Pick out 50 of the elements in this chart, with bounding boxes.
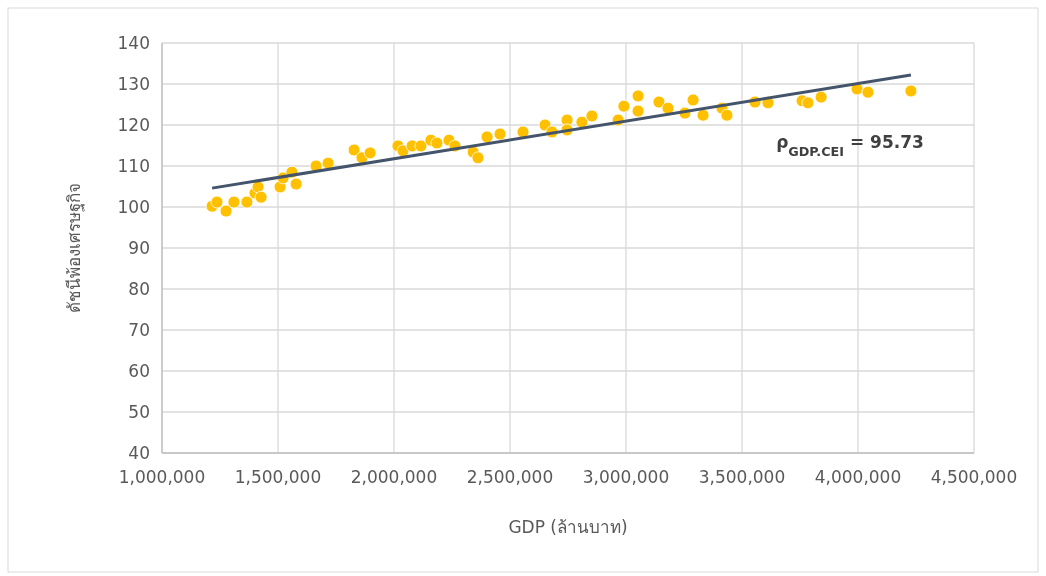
point xyxy=(289,177,303,191)
point xyxy=(414,139,428,153)
point xyxy=(904,84,918,98)
y-tick-label: 110 xyxy=(117,156,150,176)
y-axis-title: ดัชนีพ้องเศรษฐกิจ xyxy=(64,183,85,313)
x-tick-label: 3,000,000 xyxy=(582,467,670,487)
point xyxy=(661,101,675,115)
x-tick-label: 4,000,000 xyxy=(814,467,902,487)
point xyxy=(219,204,233,218)
point xyxy=(430,136,444,150)
y-tick-label: 90 xyxy=(128,238,150,258)
y-tick-label: 60 xyxy=(128,361,150,381)
point xyxy=(321,156,335,170)
y-tick-label: 130 xyxy=(117,74,150,94)
y-tick-label: 140 xyxy=(117,33,150,53)
point xyxy=(240,195,254,209)
point xyxy=(617,99,631,113)
point xyxy=(631,104,645,118)
point xyxy=(696,108,710,122)
point xyxy=(801,96,815,110)
x-axis-title: GDP (ล้านบาท) xyxy=(508,517,628,537)
point xyxy=(210,195,224,209)
y-tick-label: 70 xyxy=(128,320,150,340)
point xyxy=(720,108,734,122)
point xyxy=(227,195,241,209)
x-tick-label: 3,500,000 xyxy=(698,467,786,487)
point xyxy=(686,93,700,107)
point xyxy=(363,146,377,160)
point xyxy=(480,130,494,144)
y-tick-label: 80 xyxy=(128,279,150,299)
point xyxy=(631,89,645,103)
x-tick-label: 2,500,000 xyxy=(466,467,554,487)
point xyxy=(254,190,268,204)
annotation: ρ$_{GDP.CEI}$ = 95.73 xyxy=(776,132,924,159)
y-tick-label: 40 xyxy=(128,443,150,463)
point xyxy=(652,95,666,109)
point xyxy=(814,90,828,104)
y-tick-label: 100 xyxy=(117,197,150,217)
point xyxy=(471,151,485,165)
point xyxy=(347,143,361,157)
point xyxy=(493,127,507,141)
x-tick-label: 4,500,000 xyxy=(930,467,1018,487)
x-tick-label: 2,000,000 xyxy=(350,467,438,487)
point xyxy=(861,85,875,99)
y-tick-label: 50 xyxy=(128,402,150,422)
x-tick-label: 1,500,000 xyxy=(234,467,322,487)
point xyxy=(516,125,530,139)
x-tick-label: 1,000,000 xyxy=(118,467,206,487)
y-tick-label: 120 xyxy=(117,115,150,135)
point xyxy=(585,109,599,123)
